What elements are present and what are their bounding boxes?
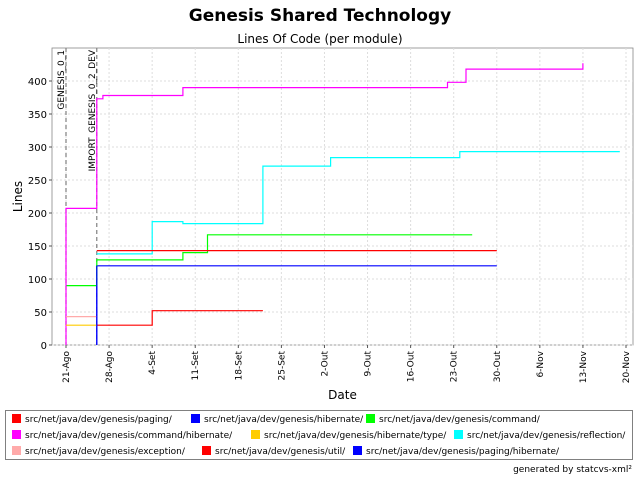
y-tick-label: 100 xyxy=(28,275,47,286)
x-tick-label: 18-Set xyxy=(234,351,244,381)
legend-label: src/net/java/dev/genesis/paging/ xyxy=(25,415,172,425)
chart-subtitle: Lines Of Code (per module) xyxy=(237,32,403,46)
legend-item: src/net/java/dev/genesis/reflection/ xyxy=(454,430,625,442)
legend-swatch xyxy=(251,430,260,439)
series-line-6 xyxy=(96,151,620,255)
y-tick-label: 0 xyxy=(41,341,47,352)
legend-label: src/net/java/dev/genesis/hibernate/type/ xyxy=(264,431,447,441)
x-tick-label: 4-Set xyxy=(148,351,158,375)
x-tick-label: 25-Set xyxy=(277,351,287,381)
footer-credit: generated by statcvs-xml² xyxy=(513,465,632,475)
version-marker-label: IMPORT_GENESIS_0_2_DEV xyxy=(88,49,98,171)
y-tick-label: 250 xyxy=(28,176,47,187)
legend-swatch xyxy=(366,414,375,423)
legend-label: src/net/java/dev/genesis/util/ xyxy=(215,447,346,457)
x-tick-label: 21-Ago xyxy=(62,351,72,383)
x-tick-label: 13-Nov xyxy=(579,350,589,383)
y-tick-label: 400 xyxy=(28,77,47,88)
series-line-4 xyxy=(65,63,584,345)
legend-item: src/net/java/dev/genesis/paging/hibernat… xyxy=(353,446,559,458)
legend-label: src/net/java/dev/genesis/exception/ xyxy=(25,447,185,457)
y-tick-label: 50 xyxy=(34,308,47,319)
legend-item: src/net/java/dev/genesis/hibernate/type/ xyxy=(251,430,446,442)
x-tick-label: 20-Nov xyxy=(622,350,632,383)
legend-item: src/net/java/dev/genesis/paging/ xyxy=(12,414,172,426)
y-axis-label: Lines xyxy=(11,181,25,212)
x-tick-label: 23-Out xyxy=(450,351,460,383)
x-tick-label: 9-Out xyxy=(364,351,374,377)
legend-label: src/net/java/dev/genesis/command/ xyxy=(379,415,540,425)
chart-title: Genesis Shared Technology xyxy=(188,6,452,26)
legend-swatch xyxy=(12,414,21,423)
y-tick-label: 150 xyxy=(28,242,47,253)
x-tick-label: 2-Out xyxy=(320,351,330,377)
y-tick-label: 350 xyxy=(28,110,47,121)
x-axis-label: Date xyxy=(328,388,357,402)
y-tick-label: 300 xyxy=(28,143,47,154)
plot-area xyxy=(51,47,634,346)
legend-swatch xyxy=(353,446,362,455)
x-tick-label: 28-Ago xyxy=(105,351,115,383)
x-tick-label: 11-Set xyxy=(191,351,201,381)
legend-item: src/net/java/dev/genesis/util/ xyxy=(202,446,345,458)
chart-area: 0 50 100 150 200 250 300 350 400 21-Ago 28-Ago 4-Se… xyxy=(11,47,634,402)
legend-label: src/net/java/dev/genesis/hibernate/ xyxy=(204,415,364,425)
legend-swatch xyxy=(191,414,200,423)
y-tick-label: 200 xyxy=(28,209,47,220)
legend-swatch xyxy=(202,446,211,455)
chart-legend: src/net/java/dev/genesis/paging/src/net/… xyxy=(5,410,633,460)
legend-label: src/net/java/dev/genesis/command/hiberna… xyxy=(25,431,233,441)
x-tick-label: 6-Nov xyxy=(536,350,546,377)
legend-label: src/net/java/dev/genesis/paging/hibernat… xyxy=(366,447,560,457)
legend-swatch xyxy=(12,430,21,439)
legend-swatch xyxy=(12,446,21,455)
legend-item: src/net/java/dev/genesis/exception/ xyxy=(12,446,185,458)
legend-item: src/net/java/dev/genesis/command/hiberna… xyxy=(12,430,232,442)
x-tick-label: 16-Out xyxy=(407,351,417,383)
series-line-1 xyxy=(96,310,263,326)
legend-item: src/net/java/dev/genesis/hibernate/ xyxy=(191,414,363,426)
legend-item: src/net/java/dev/genesis/command/ xyxy=(366,414,540,426)
legend-swatch xyxy=(454,430,463,439)
version-marker-label: GENESIS_0_1 xyxy=(57,50,67,110)
legend-label: src/net/java/dev/genesis/reflection/ xyxy=(467,431,626,441)
x-tick-label: 30-Out xyxy=(493,351,503,383)
